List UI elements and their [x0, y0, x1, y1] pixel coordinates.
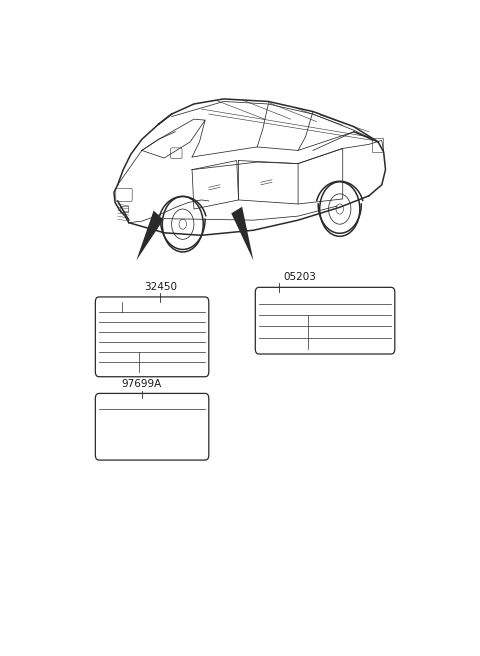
Text: 32450: 32450 — [144, 282, 177, 292]
Text: 05203: 05203 — [284, 272, 316, 282]
FancyBboxPatch shape — [170, 148, 182, 159]
FancyBboxPatch shape — [255, 287, 395, 354]
Text: 97699A: 97699A — [122, 379, 162, 390]
FancyBboxPatch shape — [96, 394, 209, 460]
Polygon shape — [136, 211, 164, 260]
Polygon shape — [231, 207, 253, 260]
FancyBboxPatch shape — [96, 297, 209, 377]
